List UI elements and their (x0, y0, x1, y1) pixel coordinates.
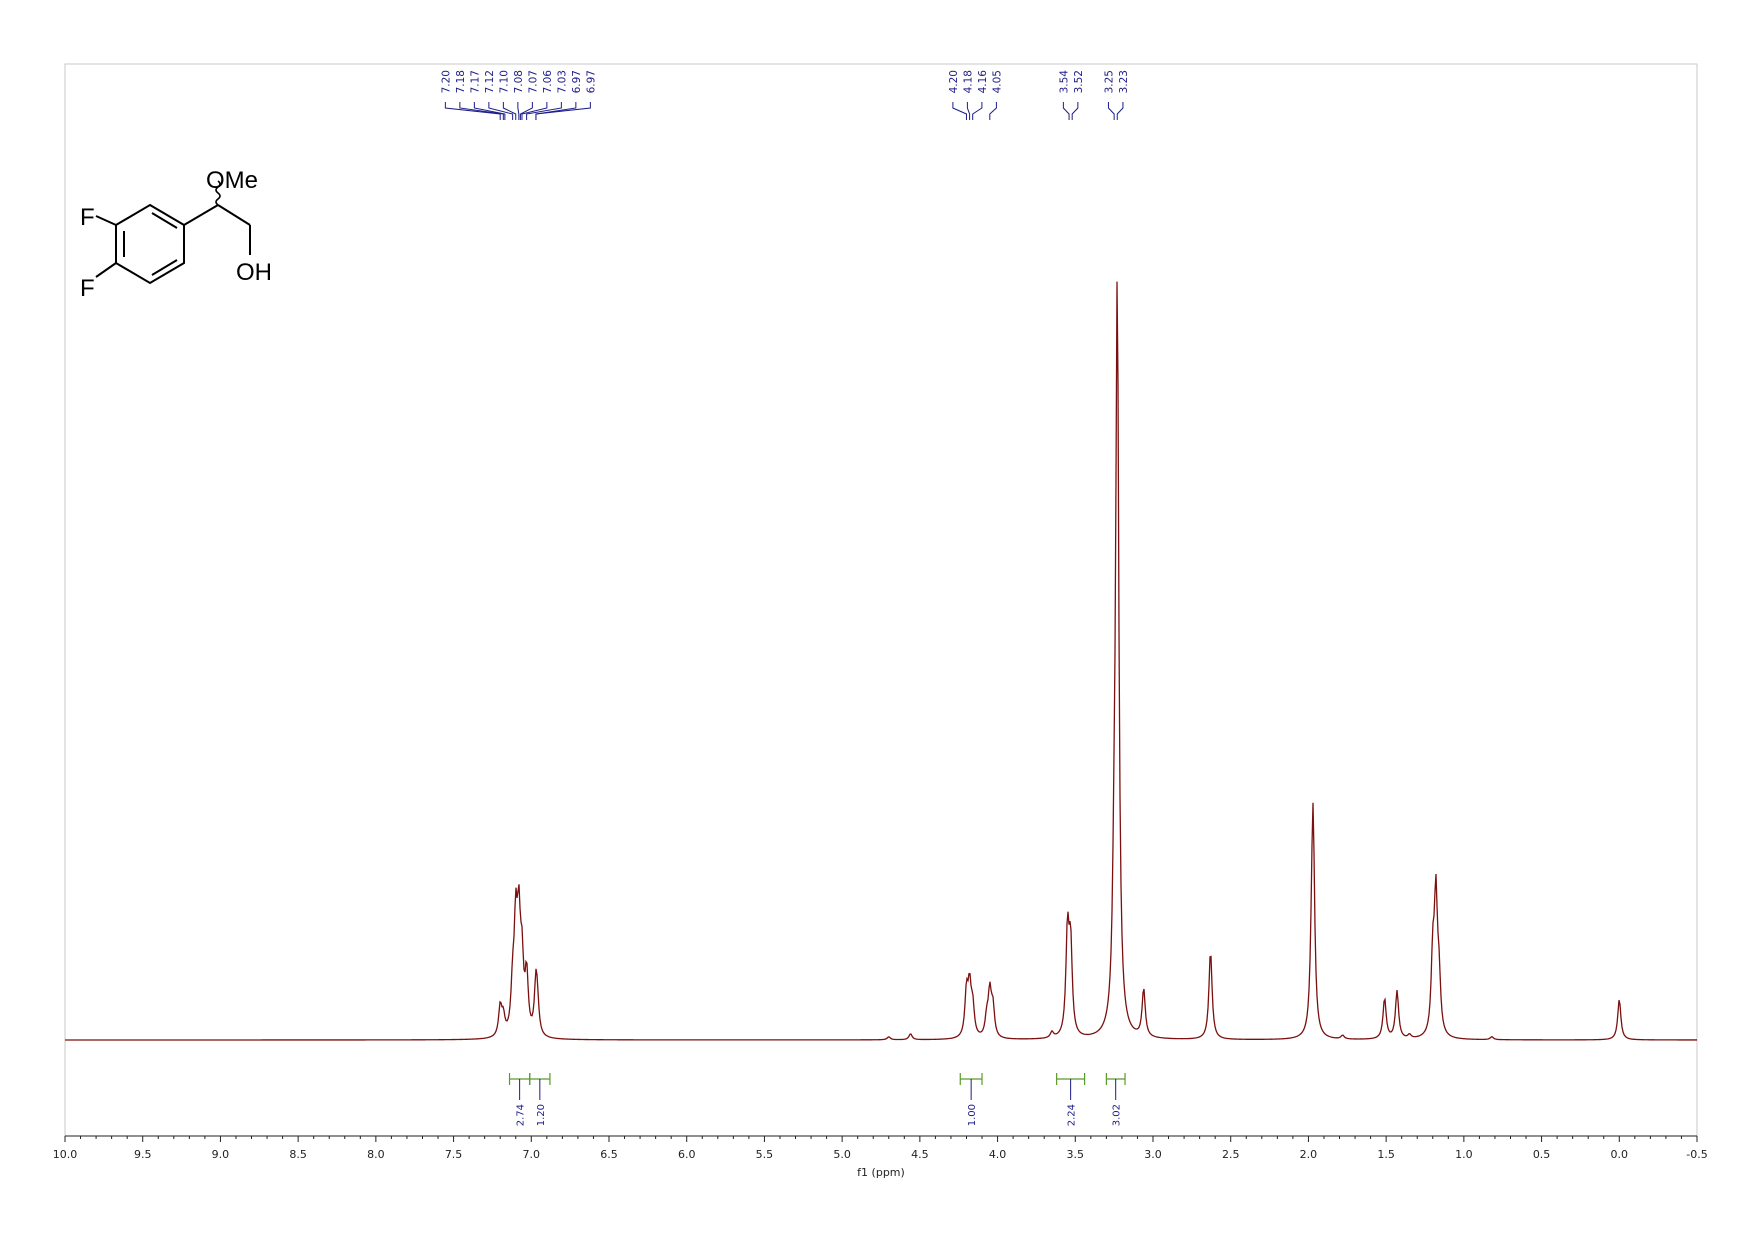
x-tick-label: 1.0 (1455, 1148, 1473, 1161)
x-tick-label: 5.5 (756, 1148, 774, 1161)
x-tick-label: 9.5 (134, 1148, 152, 1161)
peak-label: 7.08 (513, 70, 525, 93)
peak-connector (459, 102, 504, 120)
peak-label: 3.25 (1103, 70, 1115, 93)
peak-label: 7.17 (469, 70, 481, 93)
integral-label: 3.02 (1112, 1104, 1123, 1126)
x-tick-label: 3.5 (1067, 1148, 1085, 1161)
spectrum-line (65, 281, 1697, 1041)
peak-label: 7.12 (484, 70, 496, 93)
x-tick-label: 7.0 (523, 1148, 541, 1161)
peak-connector (519, 102, 533, 120)
peak-connector (535, 102, 591, 120)
structure-label-ome: OMe (206, 167, 258, 194)
x-tick-label: 1.5 (1377, 1148, 1395, 1161)
peak-connector (473, 102, 506, 120)
x-tick-label: 8.5 (289, 1148, 307, 1161)
ring-double-bond (151, 259, 178, 276)
peak-label: 4.16 (977, 70, 989, 94)
structure-label-f-top: F (80, 204, 95, 231)
bond-chain-1 (183, 204, 219, 226)
x-tick-label: 6.0 (678, 1148, 696, 1161)
peak-label: 7.06 (542, 70, 554, 94)
peak-connector (989, 102, 997, 120)
benzene-ring (115, 203, 185, 285)
peak-connector (502, 102, 517, 120)
peak-connector (952, 102, 967, 120)
peak-label: 4.20 (948, 70, 960, 93)
integral-region: 2.74 1.20 1.00 2.24 3.02 (508, 1073, 1126, 1126)
peak-connector (526, 102, 562, 120)
peak-label: 4.05 (991, 70, 1003, 93)
peak-label: 7.07 (527, 70, 539, 93)
peak-label: 6.97 (571, 70, 583, 93)
peak-label: 3.52 (1073, 70, 1085, 93)
x-tick-label: 7.5 (445, 1148, 463, 1161)
x-tick-label: 4.5 (911, 1148, 929, 1161)
bond-chain-2 (217, 204, 251, 226)
peak-connector (1107, 102, 1115, 120)
x-tick-label: 4.0 (989, 1148, 1007, 1161)
peak-label: 4.18 (962, 70, 974, 93)
bond-f1 (95, 215, 117, 226)
peak-connector (972, 102, 983, 120)
structure-label-f-bottom: F (80, 275, 95, 302)
x-tick-label: -0.5 (1686, 1148, 1707, 1161)
x-tick-label: 2.5 (1222, 1148, 1240, 1161)
integral-label: 2.74 (516, 1104, 527, 1126)
x-axis-ticks: 10.0 9.5 9.0 8.5 8.0 7.5 7.0 6.5 6.0 5.5 5.0 4.5 4.0… (53, 1136, 1708, 1161)
x-tick-label: 3.0 (1144, 1148, 1162, 1161)
x-tick-label: 5.0 (833, 1148, 851, 1161)
molecule-structure (95, 180, 251, 285)
peak-connector (444, 102, 501, 120)
integral-label: 1.00 (967, 1104, 978, 1126)
peak-label: 7.20 (440, 70, 452, 93)
x-tick-label: 0.0 (1611, 1148, 1629, 1161)
x-tick-label: 8.0 (367, 1148, 385, 1161)
peak-connector (517, 102, 520, 120)
x-tick-label: 6.5 (600, 1148, 618, 1161)
peak-connector (966, 102, 971, 120)
peak-connector (1071, 102, 1079, 120)
peak-label: 7.03 (556, 70, 568, 93)
x-tick-label: 0.5 (1533, 1148, 1551, 1161)
structure-label-oh: OH (236, 259, 272, 286)
x-axis-title: f1 (ppm) (857, 1166, 905, 1179)
plot-frame (64, 63, 1698, 1137)
peak-label-region: 7.20 7.18 7.17 7.12 7.10 7.08 7.07 7.06 7.03 6.97… (440, 70, 1130, 120)
peak-label: 3.54 (1058, 70, 1070, 94)
peak-label: 7.10 (498, 70, 510, 93)
peak-connector (521, 102, 548, 120)
peak-connector (1116, 102, 1124, 120)
peak-label: 6.97 (585, 70, 597, 93)
bond-f2 (95, 262, 117, 278)
x-tick-label: 10.0 (53, 1148, 78, 1161)
integral-label: 2.24 (1067, 1104, 1078, 1126)
x-tick-label: 2.0 (1300, 1148, 1318, 1161)
x-tick-label: 9.0 (212, 1148, 230, 1161)
peak-label: 3.23 (1118, 70, 1130, 93)
integral-label: 1.20 (536, 1104, 547, 1126)
ring-double-bond (151, 212, 178, 229)
wavy-bond (215, 180, 221, 206)
peak-label: 7.18 (455, 70, 467, 93)
peak-connector (488, 102, 514, 120)
peak-connector (1062, 102, 1070, 120)
